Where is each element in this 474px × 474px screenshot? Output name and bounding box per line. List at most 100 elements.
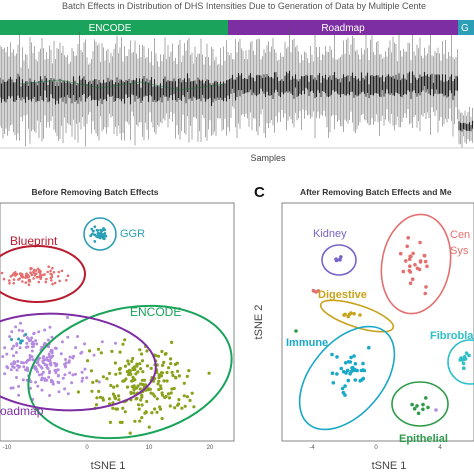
point-olive xyxy=(160,416,164,421)
point-cyan xyxy=(20,339,24,343)
point-central xyxy=(409,254,413,259)
median-trace-encode xyxy=(19,79,226,91)
point-olive xyxy=(131,375,135,379)
point-olive xyxy=(88,349,92,353)
ellipse-encode xyxy=(27,304,233,440)
point-central xyxy=(405,244,410,249)
point-olive xyxy=(140,416,144,420)
point-central xyxy=(408,281,413,286)
point-lavender xyxy=(50,335,54,339)
point-lavender xyxy=(32,342,36,346)
point-lavender xyxy=(26,345,30,349)
point-salmon xyxy=(28,278,31,282)
point-lavender xyxy=(48,325,52,329)
point-olive xyxy=(123,364,128,368)
point-olive xyxy=(132,391,136,395)
point-lavender xyxy=(51,380,55,384)
point-lavender xyxy=(85,376,89,380)
point-salmon xyxy=(27,283,31,287)
point-olive xyxy=(133,419,137,423)
point-immune xyxy=(335,372,339,376)
point-immune xyxy=(349,369,354,374)
label-fibroblast: Fibrobla xyxy=(430,330,474,342)
point-lavender xyxy=(37,330,41,334)
panel-b-tick-1: -10 xyxy=(3,445,12,451)
point-immune xyxy=(343,384,347,388)
point-lavender xyxy=(21,329,25,333)
point-lavender xyxy=(21,378,25,382)
point-lavender xyxy=(31,344,35,348)
point-olive xyxy=(113,396,117,400)
band-ggr xyxy=(458,20,474,35)
point-lavender xyxy=(48,394,52,397)
panel-b: Before Removing Batch Effects Blueprint … xyxy=(0,187,235,472)
point-central xyxy=(406,236,411,240)
point-olive xyxy=(121,342,125,346)
point-lavender xyxy=(36,360,40,364)
point-fibroblast xyxy=(464,351,469,356)
point-lavender xyxy=(26,336,30,340)
point-olive xyxy=(123,410,127,414)
point-olive xyxy=(140,395,144,399)
point-lavender xyxy=(81,376,85,380)
point-central xyxy=(408,264,412,269)
point-epithelial xyxy=(412,406,417,411)
panel-c-plot-area xyxy=(281,202,474,442)
point-immune xyxy=(343,393,347,397)
point-olive xyxy=(157,387,161,392)
point-olive xyxy=(125,385,130,389)
point-lavender xyxy=(83,342,87,346)
point-immune xyxy=(352,354,356,358)
point-central xyxy=(408,270,413,274)
point-olive xyxy=(165,370,169,375)
point-lavender xyxy=(50,349,54,352)
point-lavender xyxy=(45,356,49,360)
point-cyan xyxy=(24,333,28,336)
point-lavender xyxy=(6,366,10,370)
sample-boxplots xyxy=(0,27,474,148)
point-immune xyxy=(360,378,364,382)
point-olive xyxy=(122,379,126,383)
point-salmon xyxy=(66,274,70,278)
label-ggr: GGR xyxy=(120,228,145,240)
point-salmon xyxy=(45,277,48,281)
point-olive xyxy=(117,394,121,398)
point-salmon xyxy=(44,280,48,284)
point-salmon xyxy=(57,270,61,274)
point-olive xyxy=(127,362,131,366)
point-olive xyxy=(94,403,99,407)
point-salmon xyxy=(32,271,36,275)
point-salmon xyxy=(24,273,28,276)
point-salmon xyxy=(56,275,60,278)
ellipse-central xyxy=(380,213,452,315)
point-olive xyxy=(110,349,114,353)
point-epithelial xyxy=(421,402,425,407)
panel-c-points xyxy=(294,236,471,416)
point-olive xyxy=(130,379,134,383)
panel-c-tick-2: 0 xyxy=(374,445,378,451)
point-salmon xyxy=(60,269,64,273)
point-olive xyxy=(101,398,105,402)
point-olive xyxy=(114,407,118,411)
point-olive xyxy=(138,387,142,391)
ellipse-fibroblast xyxy=(447,339,474,385)
point-salmon xyxy=(50,279,53,282)
point-fibroblast xyxy=(461,361,466,366)
point-lavender xyxy=(71,373,75,377)
point-salmon xyxy=(20,272,23,276)
point-lavender xyxy=(1,355,5,359)
point-olive xyxy=(140,359,145,363)
ellipse-ggr xyxy=(83,217,117,251)
point-olive xyxy=(98,395,102,399)
point-olive xyxy=(144,410,148,414)
point-digestive xyxy=(343,312,347,317)
point-epithelial xyxy=(415,404,419,408)
point-olive xyxy=(169,362,173,366)
point-salmon xyxy=(51,282,54,286)
point-olive xyxy=(157,375,161,380)
point-cyan xyxy=(10,338,13,341)
point-epithelial xyxy=(294,329,298,333)
point-olive xyxy=(118,371,122,375)
point-ggr xyxy=(90,232,94,236)
point-kidney xyxy=(339,255,343,259)
